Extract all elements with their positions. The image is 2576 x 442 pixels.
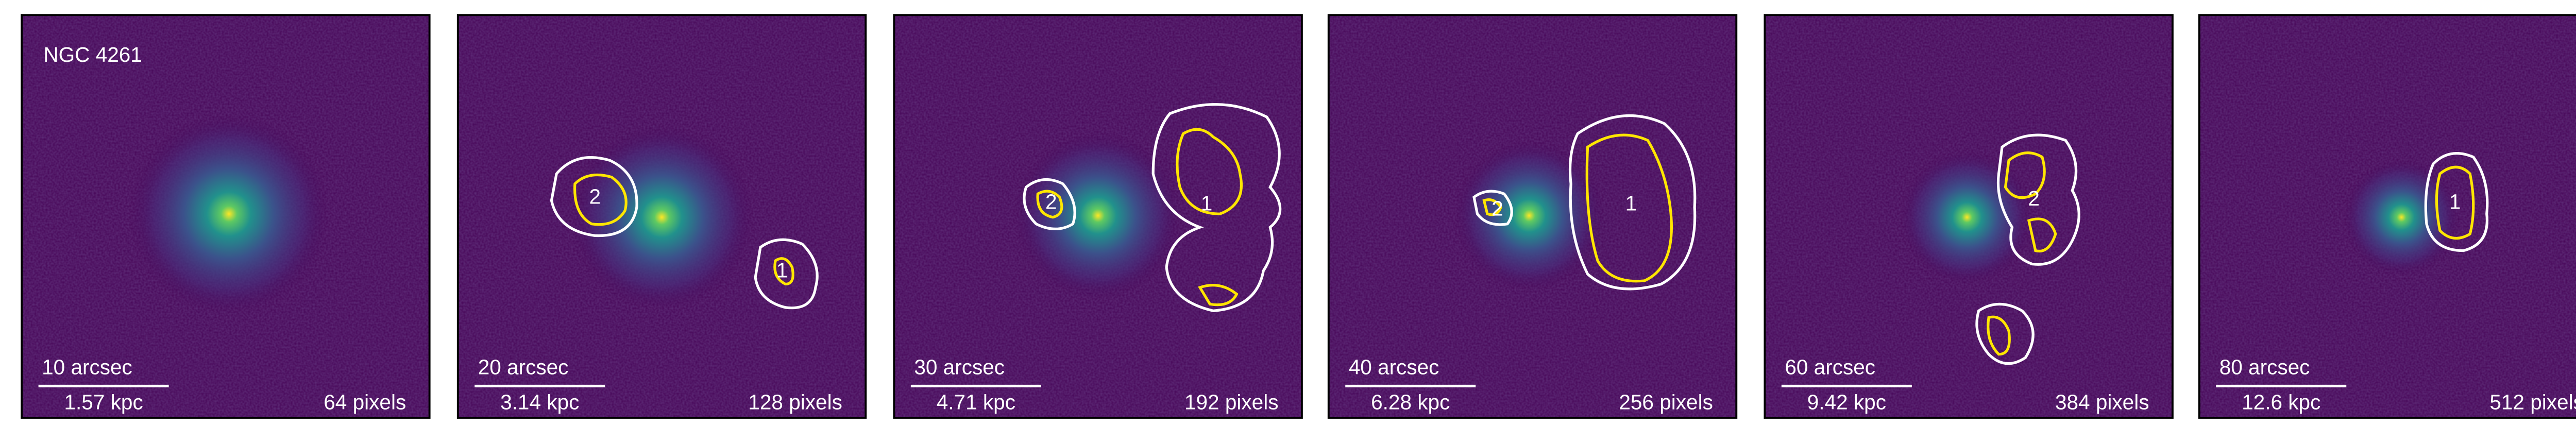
image-frame [2198, 14, 2576, 419]
galaxy-glow [570, 125, 754, 310]
contour [1568, 114, 1697, 291]
contour [2435, 165, 2475, 240]
scale-arcsec: 20 arcsec [478, 355, 569, 379]
scale-arcsec: 40 arcsec [1349, 355, 1439, 379]
region-label: 1 [1625, 192, 1637, 215]
pixel-size: 128 pixels [748, 390, 842, 414]
pixel-size: 192 pixels [1184, 390, 1279, 414]
contour [1987, 315, 2011, 356]
pixel-size: 512 pixels [2489, 390, 2576, 414]
contour [2027, 217, 2057, 253]
scale-kpc: 4.71 kpc [937, 390, 1015, 414]
contour [2004, 151, 2046, 199]
scale-arcsec: 80 arcsec [2219, 355, 2310, 379]
contour [1023, 178, 1076, 230]
image-frame [1327, 14, 1738, 419]
pixel-size: 256 pixels [1619, 390, 1713, 414]
region-label: 2 [1492, 196, 1503, 220]
image-panel: 2 1 40 arcsec 6.28 kpc 256 pixels [1327, 14, 1738, 419]
contour [1036, 190, 1063, 219]
contour [1996, 133, 2080, 266]
galaxy-glow [128, 113, 330, 314]
region-label: 2 [2028, 186, 2040, 210]
region-label: 2 [589, 185, 601, 209]
image-frame [893, 14, 1303, 419]
contour [1975, 302, 2035, 365]
region-label: 2 [1045, 190, 1057, 213]
scale-arcsec: 30 arcsec [914, 355, 1005, 379]
scale-arcsec: 10 arcsec [42, 355, 132, 379]
contour [773, 257, 794, 286]
object-name: NGC 4261 [43, 43, 142, 66]
image-panel: 2 1 20 arcsec 3.14 kpc 128 pixels [456, 14, 867, 419]
contour [2424, 152, 2489, 252]
scale-kpc: 1.57 kpc [64, 390, 143, 414]
contour [754, 238, 819, 310]
image-panel: 10 arcsec 1.57 kpc 64 pixels [21, 14, 431, 419]
galaxy-glow [1454, 140, 1605, 291]
scale-kpc: 6.28 kpc [1371, 390, 1450, 414]
galaxy-glow [2343, 159, 2460, 276]
contour [573, 173, 628, 226]
contour [1482, 198, 1502, 216]
contour [1176, 128, 1243, 215]
region-label: 1 [2449, 190, 2461, 213]
region-label: 1 [1201, 192, 1213, 215]
image-panel: 2 1 30 arcsec 4.71 kpc 192 pixels [893, 14, 1303, 419]
contour [1151, 103, 1282, 312]
contour [1585, 133, 1673, 283]
image-frame [1764, 14, 2174, 419]
contour [550, 156, 638, 237]
galaxy-glow [1900, 150, 2034, 284]
pixel-size: 64 pixels [324, 390, 406, 414]
region-label: 1 [776, 258, 788, 282]
contour [1198, 284, 1239, 307]
scale-kpc: 12.6 kpc [2242, 390, 2320, 414]
image-panel: 2 60 arcsec 9.42 kpc 384 pixels [1764, 14, 2174, 419]
scale-arcsec: 60 arcsec [1785, 355, 1875, 379]
contour [1472, 190, 1513, 226]
scale-kpc: 3.14 kpc [500, 390, 579, 414]
scale-kpc: 9.42 kpc [1807, 390, 1886, 414]
galaxy-glow [1014, 132, 1182, 299]
pixel-size: 384 pixels [2055, 390, 2149, 414]
image-panel: 1 80 arcsec 12.6 kpc 512 pixels [2198, 14, 2576, 419]
image-frame [21, 14, 431, 419]
image-frame [456, 14, 867, 419]
